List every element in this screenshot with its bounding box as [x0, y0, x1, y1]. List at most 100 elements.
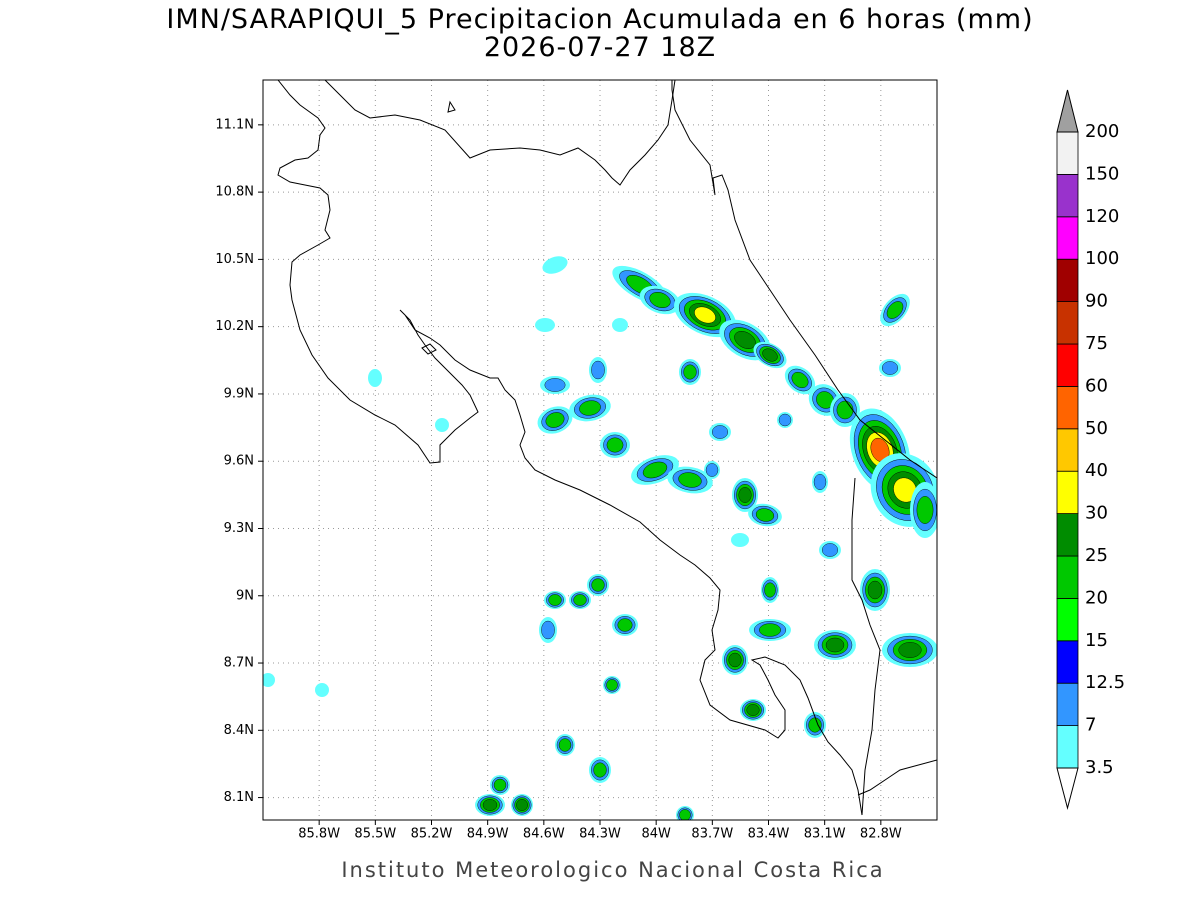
x-tick-label: 84W	[641, 827, 671, 842]
colorbar-segment	[1056, 640, 1079, 684]
colorbar-label: 200	[1085, 121, 1119, 142]
x-tick-label: 85.5W	[354, 827, 396, 842]
rain-contour	[822, 543, 839, 557]
rain-contour	[836, 400, 854, 420]
colorbar-segment	[1056, 428, 1079, 472]
colorbar-over	[1056, 89, 1079, 133]
rain-contour	[535, 318, 555, 332]
rain-contour	[694, 306, 716, 324]
rain-contour	[579, 400, 601, 416]
colorbar-segment	[1056, 173, 1079, 218]
colorbar-label: 60	[1085, 375, 1108, 396]
pacific-coast	[277, 80, 863, 816]
rain-contour	[642, 461, 668, 479]
colorbar-label: 7	[1085, 715, 1096, 736]
y-tick-label: 9.9N	[224, 386, 254, 401]
caribbean-coast	[324, 80, 676, 186]
rain-contour	[825, 637, 845, 653]
y-tick-label: 8.4N	[224, 723, 254, 738]
rain-contour	[731, 533, 749, 547]
rain-contour	[738, 487, 752, 503]
rain-contour	[728, 652, 742, 668]
colorbar-label: 75	[1085, 333, 1108, 354]
rain-contour	[712, 425, 729, 439]
nicaragua-coast	[671, 80, 937, 479]
rain-contour	[606, 679, 618, 691]
rain-contour	[746, 704, 760, 716]
y-tick-label: 8.7N	[224, 656, 254, 671]
rain-contour	[764, 582, 776, 598]
x-tick-label: 83.4W	[748, 827, 790, 842]
x-tick-label: 83.7W	[691, 827, 733, 842]
island	[421, 343, 437, 355]
x-tick-label: 84.6W	[523, 827, 565, 842]
colorbar-label: 30	[1085, 503, 1108, 524]
rain-contour	[516, 799, 528, 811]
colorbar-label: 40	[1085, 460, 1108, 481]
rain-contour	[886, 301, 904, 319]
colorbar-segment	[1056, 682, 1079, 727]
y-tick-label: 10.8N	[215, 185, 254, 200]
colorbar-label: 12.5	[1085, 672, 1125, 693]
colorbar-label: 25	[1085, 545, 1108, 566]
rain-contour	[482, 799, 498, 811]
x-tick-label: 82.8W	[860, 827, 902, 842]
colorbar-segment	[1056, 343, 1079, 387]
grid: 85.8W 85.5W 85.2W 84.9W 84.6W 84.3W 84W 83.7W 83…	[215, 80, 937, 842]
colorbar-segment	[1056, 216, 1079, 260]
colorbar-label: 100	[1085, 248, 1119, 269]
rain-contour	[368, 369, 382, 387]
chart-title: IMN/SARAPIQUI_5 Precipitacion Acumulada …	[166, 4, 1033, 35]
rain-contour	[315, 683, 329, 697]
panama-border	[851, 477, 881, 816]
colorbar-label: 50	[1085, 418, 1108, 439]
chart-subtitle: 2026-07-27 18Z	[484, 32, 716, 63]
colorbar-segment	[1056, 301, 1079, 345]
x-tick-label: 84.3W	[579, 827, 621, 842]
y-tick-label: 9.3N	[224, 521, 254, 536]
rain-contour	[606, 437, 624, 453]
colorbar-label: 3.5	[1085, 757, 1114, 778]
y-tick-label: 11.1N	[215, 117, 254, 132]
rain-contour	[558, 738, 572, 752]
rain-contour	[548, 594, 562, 606]
colorbar-under	[1056, 767, 1079, 810]
rain-contour	[678, 472, 702, 488]
rain-contour	[791, 371, 809, 389]
south-coast	[857, 759, 937, 796]
rain-contour	[593, 762, 607, 778]
colorbar-segment	[1056, 131, 1079, 175]
y-tick-label: 10.2N	[215, 319, 254, 334]
colorbar-segment	[1056, 470, 1079, 515]
colorbar: 3.5 7 12.5 15 20 25 30 40 50 60 75 90 100 120 150 200	[1056, 89, 1125, 810]
rain-contour	[541, 620, 555, 640]
rain-contour	[435, 418, 449, 432]
rain-contour	[898, 642, 922, 658]
footer: Instituto Meteorologico Nacional Costa R…	[341, 858, 884, 882]
x-tick-label: 83.1W	[804, 827, 846, 842]
coastlines	[277, 80, 937, 816]
rain-contour	[778, 413, 792, 427]
colorbar-segment	[1056, 258, 1079, 303]
rain-contour	[617, 618, 633, 632]
y-tick-label: 8.1N	[224, 790, 254, 805]
rain-contour	[679, 809, 691, 820]
plot-frame	[262, 79, 938, 821]
colorbar-segment	[1056, 555, 1079, 599]
rain-contour	[649, 292, 671, 308]
lake	[447, 100, 456, 113]
colorbar-label: 150	[1085, 163, 1119, 184]
x-tick-label: 85.8W	[298, 827, 340, 842]
rain-contour	[759, 623, 781, 637]
rain-contour	[808, 717, 822, 733]
rain-contour	[705, 463, 719, 477]
rain-contour	[762, 348, 778, 362]
rain-contour	[612, 318, 628, 332]
rain-contour	[882, 361, 899, 375]
rain-contour	[755, 508, 775, 522]
rain-contour	[813, 474, 827, 491]
colorbar-label: 20	[1085, 587, 1108, 608]
rain-contour	[542, 256, 568, 274]
rain-contour	[683, 364, 697, 380]
x-tick-label: 85.2W	[411, 827, 453, 842]
